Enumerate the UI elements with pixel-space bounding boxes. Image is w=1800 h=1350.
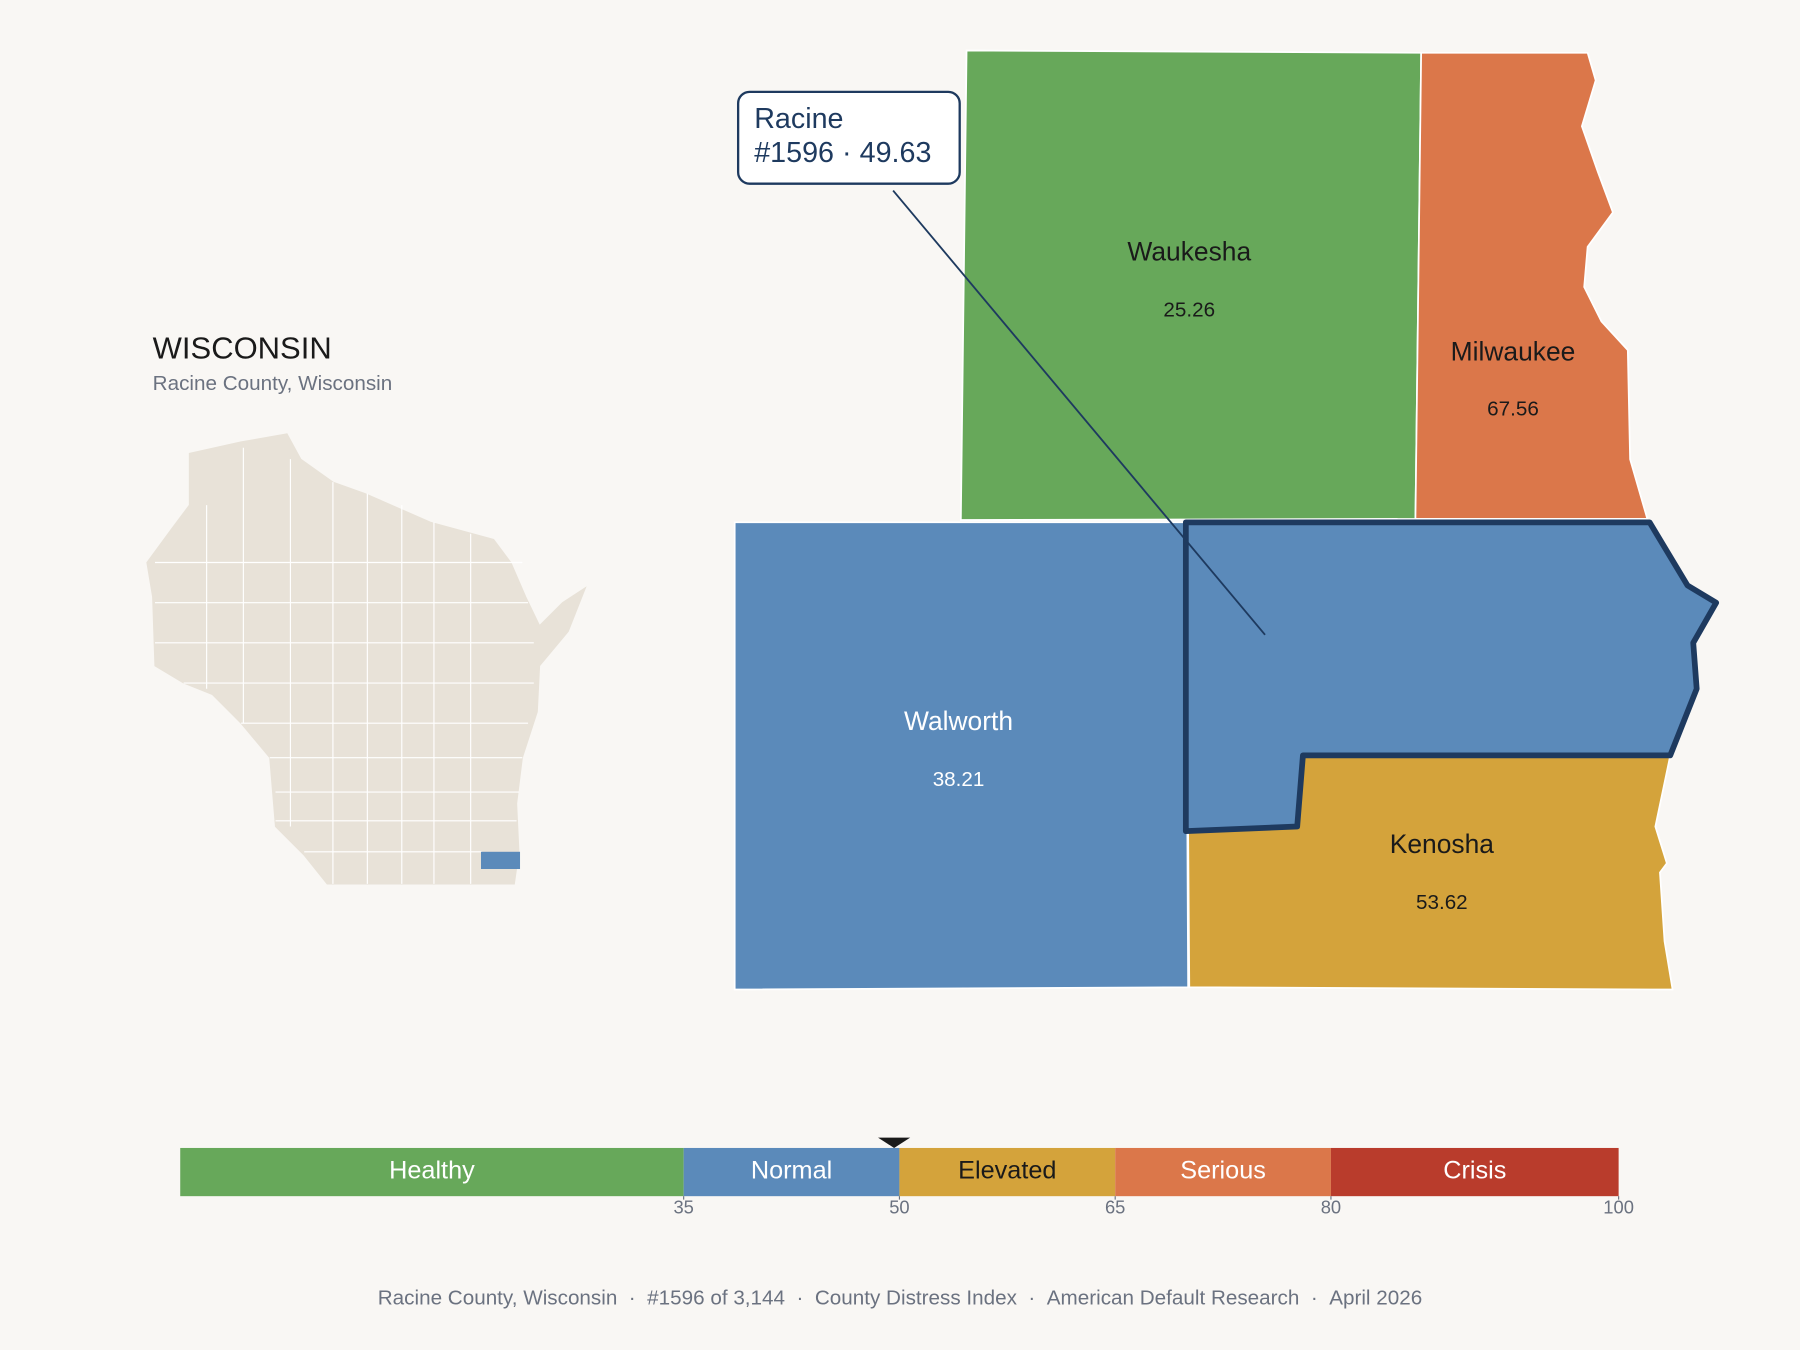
footer-separator: · xyxy=(629,1287,636,1310)
state-outline xyxy=(146,433,587,885)
scale-band xyxy=(1330,1147,1619,1197)
county-name: Waukesha xyxy=(1127,237,1251,267)
callout-name: Racine xyxy=(754,103,843,135)
scale-tick-label: 35 xyxy=(673,1197,693,1218)
inset-subtitle: Racine County, Wisconsin xyxy=(153,372,393,395)
scale-tick-label: 100 xyxy=(1603,1197,1634,1218)
footer-separator: · xyxy=(797,1287,804,1310)
scale-tick-label: 65 xyxy=(1105,1197,1125,1218)
footer-part: #1596 of 3,144 xyxy=(647,1287,785,1310)
state-shape xyxy=(146,433,587,885)
callout-leader xyxy=(892,189,1266,636)
footer-separator: · xyxy=(1311,1287,1318,1310)
callout-box xyxy=(736,90,961,185)
county-shape xyxy=(733,521,1190,991)
scale-marker xyxy=(878,1137,911,1148)
scale-tick-label: 80 xyxy=(1321,1197,1341,1218)
footer-part: April 2026 xyxy=(1329,1287,1422,1310)
scale-band-label: Elevated xyxy=(958,1157,1056,1185)
footer-part: Racine County, Wisconsin xyxy=(378,1287,618,1310)
county-value: 25.26 xyxy=(1163,299,1215,322)
scale-tick-label: 50 xyxy=(889,1197,909,1218)
county-name: Walworth xyxy=(904,706,1013,736)
footer-separator: · xyxy=(1028,1287,1035,1310)
scale-band xyxy=(899,1147,1116,1197)
footer-part: County Distress Index xyxy=(815,1287,1018,1310)
inset-highlight xyxy=(480,851,521,870)
scale-band-label: Serious xyxy=(1180,1157,1266,1185)
callout-rank: #1596 xyxy=(754,136,834,168)
scale-band-label: Crisis xyxy=(1443,1157,1506,1185)
county-shape xyxy=(1414,51,1649,520)
scale-band-label: Healthy xyxy=(389,1157,475,1185)
scale-band-label: Normal xyxy=(751,1157,832,1185)
county-borders xyxy=(154,447,534,884)
county-name: Milwaukee xyxy=(1451,337,1576,367)
inset-title: WISCONSIN xyxy=(153,330,332,365)
selected-county-shape[interactable] xyxy=(1182,519,1720,834)
scale-bar: Healthy Normal Elevated Serious Crisis 35 50 65… xyxy=(180,1137,1634,1218)
scale-band xyxy=(1115,1147,1331,1197)
county-name: Kenosha xyxy=(1390,829,1495,859)
county-value: 53.62 xyxy=(1416,891,1468,914)
footer-part: American Default Research xyxy=(1047,1287,1300,1310)
scale-band xyxy=(683,1147,900,1197)
callout-value: 49.63 xyxy=(860,136,932,168)
callout-separator: · xyxy=(842,136,852,168)
county-shape xyxy=(959,49,1423,521)
callout-detail: #1596 · 49.63 xyxy=(754,136,931,168)
footer: Racine County, Wisconsin · #1596 of 3,144 ·… xyxy=(378,1287,1422,1310)
county-value: 38.21 xyxy=(933,768,985,791)
county-value: 67.56 xyxy=(1487,397,1539,420)
scale-band xyxy=(180,1147,684,1197)
